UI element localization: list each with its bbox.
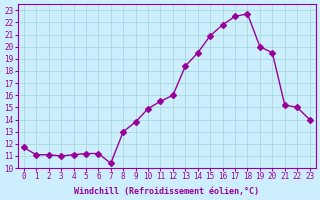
X-axis label: Windchill (Refroidissement éolien,°C): Windchill (Refroidissement éolien,°C): [74, 187, 259, 196]
